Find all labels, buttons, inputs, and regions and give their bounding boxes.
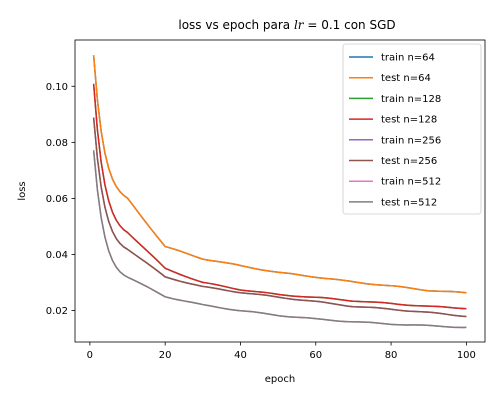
x-tick-label: 60 bbox=[309, 350, 322, 361]
series-line bbox=[92, 83, 467, 310]
y-axis-ticks: 0.02 0.04 0.06 0.08 0.10 bbox=[46, 82, 75, 317]
series-line bbox=[92, 150, 467, 329]
series-lines bbox=[92, 55, 467, 329]
y-tick-label: 0.02 bbox=[46, 306, 68, 317]
chart-title: loss vs epoch para lr = 0.1 con SGD bbox=[178, 18, 395, 32]
y-tick-label: 0.08 bbox=[46, 138, 68, 149]
legend: train n=64 test n=64 train n=128 test n=128… bbox=[342, 43, 482, 215]
y-tick-label: 0.06 bbox=[46, 194, 68, 205]
series-line bbox=[92, 55, 467, 294]
x-axis-label: epoch bbox=[265, 374, 295, 385]
title-text-suffix: = 0.1 con SGD bbox=[304, 18, 396, 32]
legend-label: train n=128 bbox=[381, 94, 441, 105]
legend-label: train n=64 bbox=[381, 53, 435, 64]
x-tick-label: 100 bbox=[457, 350, 476, 361]
title-text-prefix: loss vs epoch para bbox=[178, 18, 294, 32]
legend-label: test n=512 bbox=[381, 197, 437, 208]
y-tick-label: 0.04 bbox=[46, 250, 68, 261]
title-math-var: lr bbox=[294, 18, 305, 32]
y-axis-label: loss bbox=[17, 181, 28, 200]
legend-label: train n=256 bbox=[381, 135, 441, 146]
legend-label: test n=128 bbox=[381, 115, 437, 126]
x-tick-label: 40 bbox=[234, 350, 247, 361]
legend-label: test n=64 bbox=[381, 73, 431, 84]
legend-label: train n=512 bbox=[381, 177, 441, 188]
y-tick-label: 0.10 bbox=[46, 82, 68, 93]
legend-box bbox=[342, 43, 482, 215]
series-line bbox=[92, 117, 467, 318]
legend-label: test n=256 bbox=[381, 156, 437, 167]
x-tick-label: 80 bbox=[385, 350, 398, 361]
x-axis-ticks: 0 20 40 60 80 100 bbox=[87, 342, 476, 361]
plot-frame bbox=[74, 39, 486, 343]
x-tick-label: 0 bbox=[87, 350, 93, 361]
x-tick-label: 20 bbox=[159, 350, 172, 361]
